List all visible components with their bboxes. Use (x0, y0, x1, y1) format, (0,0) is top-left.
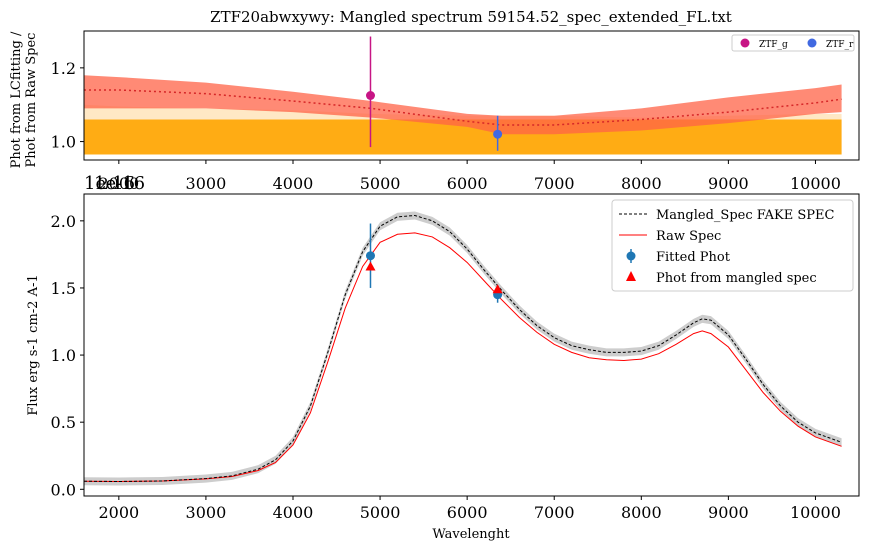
bottom-x-tick-label: 4000 (273, 503, 314, 522)
top-x-tick-label: 7000 (534, 174, 575, 193)
top-x-tick-label: 2000 (98, 174, 139, 193)
legend-mangled-label: Mangled_Spec FAKE SPEC (656, 208, 835, 223)
legend-raw-label: Raw Spec (656, 229, 721, 244)
mangled-spec-line (83, 214, 842, 483)
top-y-label-line2: Phot from Raw Spec (24, 33, 39, 168)
figure-title: ZTF20abwxywy: Mangled spectrum 59154.52_… (210, 8, 732, 26)
bottom-plot-area (83, 211, 842, 486)
legend-fitted-label: Fitted Phot (656, 250, 731, 265)
raw-spec-line (83, 232, 842, 483)
bottom-legend: Mangled_Spec FAKE SPEC Raw Spec Fitted P… (611, 199, 854, 292)
top-legend-marker-ztf-r (807, 38, 817, 48)
top-plot-area (84, 36, 842, 155)
top-y-label-line1: Phot from LCfitting / (9, 31, 24, 168)
top-x-tick-label: 8000 (621, 174, 662, 193)
bottom-y-tick-label: 0.5 (51, 413, 76, 432)
top-legend-label-ztf-g: ZTF_g (759, 40, 788, 50)
bottom-panel: 2000 3000 4000 5000 6000 7000 8000 9000 10000 0.… (26, 173, 860, 542)
bottom-y-tick-label: 1.5 (51, 279, 76, 298)
top-point-ztf-g (365, 91, 375, 100)
bottom-y-tick-label: 1.0 (51, 346, 76, 365)
top-x-tick-label: 6000 (447, 174, 488, 193)
bottom-y-label: Flux erg s-1 cm-2 A-1 (26, 274, 41, 415)
top-ratio-curve (84, 89, 842, 126)
top-red-band (84, 75, 842, 135)
top-point-ztf-r (493, 129, 503, 139)
bottom-x-tick-label: 5000 (360, 503, 401, 522)
top-legend: ZTF_g ZTF_r (731, 34, 855, 52)
top-y-tick-label: 1.2 (51, 59, 76, 78)
legend-fitted-marker-swatch (626, 251, 636, 261)
bottom-offset-text: 1e-16 (94, 173, 145, 194)
top-x-tick-label: 9000 (708, 174, 749, 193)
top-y-tick-label: 1.0 (51, 133, 76, 152)
top-legend-label-ztf-r: ZTF_r (826, 40, 854, 50)
top-x-tick-label: 10000 (790, 174, 841, 193)
top-axes-frame (83, 30, 860, 161)
bottom-y-ticks: 0.0 0.5 1.0 1.5 2.0 (51, 212, 84, 499)
bottom-x-tick-label: 10000 (790, 503, 841, 522)
bottom-x-tick-label: 6000 (447, 503, 488, 522)
bottom-x-tick-label: 7000 (534, 503, 575, 522)
top-x-tick-label: 5000 (360, 174, 401, 193)
fitted-phot-point (365, 251, 375, 261)
top-offset-text: 1e-16 (84, 173, 135, 194)
bottom-x-tick-label: 2000 (98, 503, 139, 522)
bottom-legend-box (611, 199, 854, 292)
top-y-ticks: 1.0 1.2 (51, 59, 84, 152)
legend-mangled-phot-label: Phot from mangled spec (656, 271, 817, 286)
bottom-x-ticks: 2000 3000 4000 5000 6000 7000 8000 9000 10000 (98, 496, 841, 522)
top-panel: 2000 3000 4000 5000 6000 7000 8000 9000 10000 1.… (9, 30, 860, 194)
top-x-tick-label: 4000 (273, 174, 314, 193)
bottom-x-tick-label: 8000 (621, 503, 662, 522)
bottom-y-tick-label: 0.0 (51, 480, 76, 499)
bottom-y-tick-label: 2.0 (51, 212, 76, 231)
mangled-phot-triangle (492, 284, 503, 294)
mangled-phot-triangle (365, 261, 376, 271)
bottom-x-tick-label: 9000 (708, 503, 749, 522)
bottom-axes-frame (83, 193, 860, 497)
top-x-tick-label: 3000 (186, 174, 227, 193)
top-legend-marker-ztf-g (740, 38, 750, 48)
top-x-ticks: 2000 3000 4000 5000 6000 7000 8000 9000 10000 (98, 160, 841, 193)
legend-mangled-phot-swatch (626, 271, 636, 281)
bottom-x-label: Wavelenght (432, 527, 510, 542)
top-legend-box (731, 34, 855, 52)
bottom-x-tick-label: 3000 (186, 503, 227, 522)
